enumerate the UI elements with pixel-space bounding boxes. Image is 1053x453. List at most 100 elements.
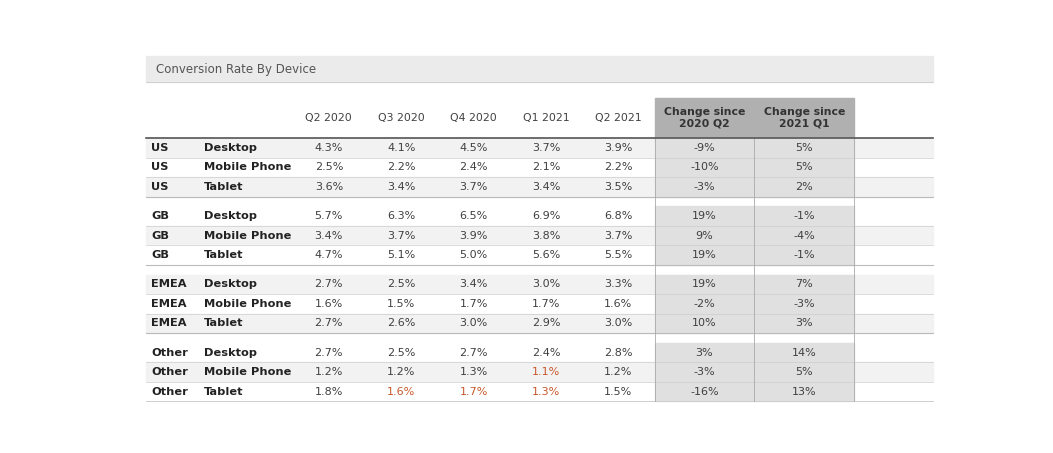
Text: 2.2%: 2.2% <box>386 162 416 172</box>
Text: Tablet: Tablet <box>204 387 243 397</box>
Text: 10%: 10% <box>692 318 717 328</box>
Bar <box>655 138 754 158</box>
Text: 1.3%: 1.3% <box>459 367 488 377</box>
Text: 3.7%: 3.7% <box>532 143 560 153</box>
Text: Q2 2021: Q2 2021 <box>595 113 641 123</box>
Text: 6.8%: 6.8% <box>604 211 633 221</box>
Text: 5.1%: 5.1% <box>388 250 415 260</box>
Text: 4.7%: 4.7% <box>315 250 343 260</box>
Text: 5.0%: 5.0% <box>459 250 488 260</box>
Text: 5.5%: 5.5% <box>604 250 633 260</box>
Text: 2.5%: 2.5% <box>388 347 415 358</box>
Bar <box>146 158 933 177</box>
Text: 4.3%: 4.3% <box>315 143 343 153</box>
Text: Q3 2020: Q3 2020 <box>378 113 424 123</box>
Text: Q2 2020: Q2 2020 <box>305 113 352 123</box>
Text: 5%: 5% <box>796 162 813 172</box>
Text: 1.7%: 1.7% <box>459 299 488 309</box>
Text: -3%: -3% <box>794 299 815 309</box>
Text: 3.4%: 3.4% <box>388 182 415 192</box>
Text: 3.0%: 3.0% <box>604 318 633 328</box>
Text: -9%: -9% <box>694 143 715 153</box>
Bar <box>146 275 933 294</box>
Bar <box>754 158 854 177</box>
Text: Tablet: Tablet <box>204 182 243 192</box>
Text: 3.0%: 3.0% <box>459 318 488 328</box>
Text: -3%: -3% <box>694 367 715 377</box>
Text: 1.7%: 1.7% <box>459 387 488 397</box>
Text: 3.0%: 3.0% <box>532 280 560 289</box>
Text: 3.8%: 3.8% <box>532 231 560 241</box>
Text: 3.5%: 3.5% <box>604 182 633 192</box>
Text: 1.1%: 1.1% <box>532 367 560 377</box>
Text: Change since
2020 Q2: Change since 2020 Q2 <box>663 107 746 129</box>
Bar <box>146 382 933 401</box>
Bar <box>655 294 754 313</box>
Bar <box>754 138 854 158</box>
Text: 2.5%: 2.5% <box>388 280 415 289</box>
Text: 3.6%: 3.6% <box>315 182 343 192</box>
Text: Desktop: Desktop <box>204 347 257 358</box>
Text: 5.6%: 5.6% <box>532 250 560 260</box>
Text: -4%: -4% <box>794 231 815 241</box>
Text: 7%: 7% <box>795 280 813 289</box>
Text: Mobile Phone: Mobile Phone <box>204 299 292 309</box>
Text: Mobile Phone: Mobile Phone <box>204 367 292 377</box>
Text: 1.3%: 1.3% <box>532 387 560 397</box>
Text: 2.7%: 2.7% <box>459 347 488 358</box>
Bar <box>655 382 754 401</box>
Text: -3%: -3% <box>694 182 715 192</box>
Text: Desktop: Desktop <box>204 211 257 221</box>
Text: 6.3%: 6.3% <box>388 211 415 221</box>
Text: 19%: 19% <box>692 280 717 289</box>
Bar <box>655 207 754 226</box>
Text: 3.3%: 3.3% <box>604 280 633 289</box>
Bar <box>146 177 933 197</box>
Text: 3.9%: 3.9% <box>604 143 633 153</box>
Text: 2.4%: 2.4% <box>459 162 488 172</box>
Text: EMEA: EMEA <box>152 280 186 289</box>
Text: 13%: 13% <box>792 387 817 397</box>
Text: 2.8%: 2.8% <box>604 347 633 358</box>
Bar <box>754 275 854 294</box>
Bar <box>754 343 854 362</box>
Text: Conversion Rate By Device: Conversion Rate By Device <box>156 63 316 76</box>
Text: Other: Other <box>152 347 188 358</box>
Bar <box>754 207 854 226</box>
Text: US: US <box>152 143 168 153</box>
Text: 3.4%: 3.4% <box>315 231 343 241</box>
Bar <box>146 138 933 158</box>
Text: 1.5%: 1.5% <box>604 387 633 397</box>
Text: 3%: 3% <box>796 318 813 328</box>
Text: 5.7%: 5.7% <box>315 211 343 221</box>
Bar <box>146 313 933 333</box>
Bar <box>146 343 933 362</box>
Text: Desktop: Desktop <box>204 143 257 153</box>
Bar <box>754 98 854 138</box>
Text: Other: Other <box>152 387 188 397</box>
Text: 2.7%: 2.7% <box>315 347 343 358</box>
Bar <box>655 246 754 265</box>
Bar <box>655 158 754 177</box>
Text: 19%: 19% <box>692 211 717 221</box>
Text: 1.6%: 1.6% <box>604 299 633 309</box>
Bar <box>754 313 854 333</box>
Bar <box>754 294 854 313</box>
Bar <box>754 226 854 246</box>
Text: 2.6%: 2.6% <box>388 318 415 328</box>
Text: 1.7%: 1.7% <box>532 299 560 309</box>
Text: 3%: 3% <box>696 347 713 358</box>
Text: 5%: 5% <box>796 143 813 153</box>
Text: GB: GB <box>152 211 170 221</box>
Text: GB: GB <box>152 231 170 241</box>
Text: 2.7%: 2.7% <box>315 280 343 289</box>
Text: US: US <box>152 162 168 172</box>
Text: 1.2%: 1.2% <box>388 367 415 377</box>
Text: EMEA: EMEA <box>152 318 186 328</box>
Text: 2.1%: 2.1% <box>532 162 560 172</box>
Text: 2.9%: 2.9% <box>532 318 560 328</box>
Bar <box>754 382 854 401</box>
Text: Q4 2020: Q4 2020 <box>451 113 497 123</box>
Bar <box>146 226 933 246</box>
Text: 3.7%: 3.7% <box>459 182 488 192</box>
